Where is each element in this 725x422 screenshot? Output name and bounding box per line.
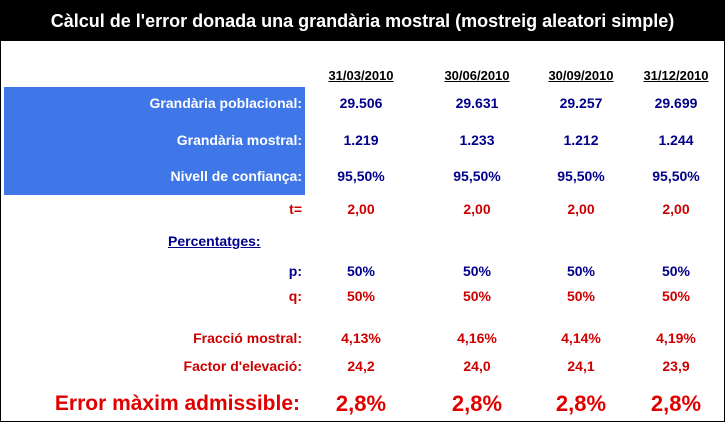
cell-t-1: 2,00 (347, 201, 375, 217)
cell-grandaria-poblacional-2: 29.631 (455, 95, 499, 111)
cell-fraccio-mostral-3: 4,14% (561, 330, 601, 346)
date-header-1: 31/03/2010 (328, 68, 394, 83)
cell-grandaria-poblacional-3: 29.257 (559, 95, 603, 111)
cell-q-2: 50% (462, 288, 492, 304)
label-error-maxim: Error màxim admissible: (54, 392, 300, 415)
cell-p-4: 50% (661, 263, 691, 279)
label-grandaria-poblacional: Grandària poblacional: (149, 95, 302, 111)
cell-factor-elevacio-2: 24,0 (463, 358, 491, 374)
sheet-title: Càlcul de l'error donada una grandària m… (1, 1, 724, 41)
cell-factor-elevacio-1: 24,2 (347, 358, 375, 374)
date-header-4: 31/12/2010 (643, 68, 709, 83)
cell-fraccio-mostral-2: 4,16% (457, 330, 497, 346)
label-fraccio-mostral: Fracció mostral: (193, 330, 302, 346)
label-factor-elevacio: Factor d'elevació: (183, 358, 302, 374)
date-header-2: 30/06/2010 (444, 68, 510, 83)
cell-nivell-confianca-4: 95,50% (652, 168, 700, 184)
cell-nivell-confianca-3: 95,50% (557, 168, 605, 184)
cell-t-2: 2,00 (463, 201, 491, 217)
label-q: q: (288, 288, 302, 304)
cell-grandaria-poblacional-1: 29.506 (339, 95, 383, 111)
label-percentatges: Percentatges: (168, 233, 261, 249)
cell-p-2: 50% (462, 263, 492, 279)
cell-fraccio-mostral-1: 4,13% (341, 330, 381, 346)
cell-error-maxim-4: 2,8% (650, 391, 702, 416)
cell-grandaria-mostral-4: 1.244 (658, 132, 694, 148)
cell-error-maxim-1: 2,8% (335, 391, 387, 416)
cell-factor-elevacio-3: 24,1 (567, 358, 595, 374)
cell-factor-elevacio-4: 23,9 (662, 358, 690, 374)
cell-nivell-confianca-1: 95,50% (337, 168, 385, 184)
cell-q-1: 50% (346, 288, 376, 304)
label-nivell-confianca: Nivell de confiança: (170, 168, 302, 184)
cell-q-4: 50% (661, 288, 691, 304)
cell-error-maxim-2: 2,8% (451, 391, 503, 416)
cell-t-4: 2,00 (662, 201, 690, 217)
label-p: p: (288, 263, 302, 279)
cell-grandaria-mostral-1: 1.219 (343, 132, 379, 148)
label-grandaria-mostral: Grandària mostral: (176, 132, 302, 148)
cell-grandaria-mostral-2: 1.233 (459, 132, 495, 148)
cell-p-3: 50% (566, 263, 596, 279)
cell-fraccio-mostral-4: 4,19% (656, 330, 696, 346)
cell-grandaria-mostral-3: 1.212 (563, 132, 599, 148)
cell-t-3: 2,00 (567, 201, 595, 217)
date-header-3: 30/09/2010 (548, 68, 614, 83)
input-label-panel (4, 87, 305, 195)
label-t: t= (289, 201, 302, 217)
cell-q-3: 50% (566, 288, 596, 304)
cell-nivell-confianca-2: 95,50% (453, 168, 501, 184)
cell-grandaria-poblacional-4: 29.699 (654, 95, 698, 111)
cell-error-maxim-3: 2,8% (555, 391, 607, 416)
cell-p-1: 50% (346, 263, 376, 279)
